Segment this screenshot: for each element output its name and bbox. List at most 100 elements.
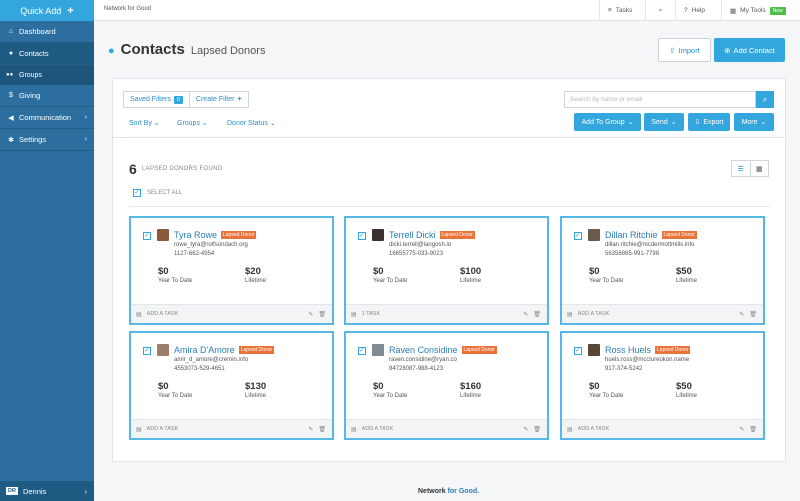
donor-name-text[interactable]: Ross Huels: [605, 345, 652, 355]
donor-name-text[interactable]: Tyra Rowe: [174, 230, 218, 240]
donor-name[interactable]: Ross Huels Lapsed Donor: [605, 345, 691, 355]
check-icon[interactable]: ✓: [358, 232, 366, 240]
edit-icon[interactable]: ✎: [739, 311, 745, 318]
check-icon[interactable]: ✓: [143, 347, 151, 355]
task-link[interactable]: 1 TASK: [361, 311, 381, 317]
quick-add-button[interactable]: Quick Add +: [0, 0, 94, 21]
list-view-icon[interactable]: ☰: [737, 165, 744, 173]
donor-phone: 4553073-529-4651: [174, 366, 225, 372]
search-icon: ⌕: [658, 6, 663, 14]
donor-name[interactable]: Raven Considine Lapsed Donor: [389, 345, 497, 355]
donor-phone: 917-374-5242: [605, 366, 643, 372]
status-badge: Lapsed Donor: [238, 346, 275, 354]
lifetime-value: $50: [676, 266, 692, 277]
edit-icon[interactable]: ✎: [523, 311, 529, 318]
task-link[interactable]: ADD A TASK: [577, 311, 610, 317]
donor-name-text[interactable]: Amira D'Amore: [174, 345, 235, 355]
my-tools-button[interactable]: ▦ My Tools New: [721, 0, 800, 21]
donor-email: dicki.terrell@langosh.io: [389, 242, 452, 248]
task-icon: ▤: [351, 311, 357, 318]
user-menu[interactable]: DR Dennis ›: [0, 481, 94, 501]
donor-card[interactable]: ✓ Amira D'Amore Lapsed Donor amir_d_amore@c…: [129, 331, 334, 440]
search-input[interactable]: [564, 91, 756, 108]
sidebar: Quick Add + ⌂ Dashboard ● Contacts ●● Gr…: [0, 0, 94, 501]
check-icon[interactable]: ✓: [574, 232, 582, 240]
ytd-label: Year To Date: [589, 278, 624, 284]
chevron-right-icon: ›: [84, 486, 88, 496]
more-button[interactable]: More ⌄: [734, 113, 774, 131]
send-button[interactable]: Send ⌄: [644, 113, 684, 131]
donor-card[interactable]: ✓ Raven Considine Lapsed Donor raven.consid…: [344, 331, 549, 440]
import-button[interactable]: ⇧ Import: [658, 38, 711, 62]
card-footer: ▤ 1 TASK ✎ 🗑: [346, 304, 547, 323]
donor-name[interactable]: Terrell Dicki Lapsed Donor: [389, 230, 475, 240]
task-link[interactable]: ADD A TASK: [146, 311, 179, 317]
plus-circle-icon: ⊕: [724, 45, 731, 55]
donor-email: amir_d_amore@cremin.info: [174, 357, 249, 363]
donor-card[interactable]: ✓ Terrell Dicki Lapsed Donor dicki.terrell@…: [344, 216, 549, 325]
donor-status-dropdown[interactable]: Donor Status ⌄: [227, 119, 276, 127]
add-contact-button[interactable]: ⊕ Add Contact: [714, 38, 785, 62]
trash-icon[interactable]: 🗑: [533, 311, 541, 318]
donor-card[interactable]: ✓ Dillan Ritchie Lapsed Donor dillan.ritchi…: [560, 216, 765, 325]
donor-name[interactable]: Tyra Rowe Lapsed Donor: [174, 230, 257, 240]
task-link[interactable]: ADD A TASK: [146, 426, 179, 432]
groups-dropdown[interactable]: Groups ⌄: [177, 119, 208, 127]
edit-icon[interactable]: ✎: [308, 426, 314, 433]
sidebar-item-label: Contacts: [19, 49, 49, 58]
donor-name[interactable]: Dillan Ritchie Lapsed Donor: [605, 230, 697, 240]
donor-email: huels.ross@mcclureokon.name: [605, 357, 690, 363]
footer-logo: Network for Good.: [418, 488, 479, 495]
sort-by-dropdown[interactable]: Sort By ⌄: [129, 119, 160, 127]
sidebar-item-groups[interactable]: ●● Groups: [0, 65, 94, 85]
check-icon[interactable]: ✓: [574, 347, 582, 355]
add-to-group-button[interactable]: Add To Group ⌄: [574, 113, 641, 131]
create-filter-button[interactable]: Create Filter +: [188, 92, 248, 107]
donor-card[interactable]: ✓ Tyra Rowe Lapsed Donor rowe_tyra@rolfsond…: [129, 216, 334, 325]
sidebar-item-settings[interactable]: ✱ Settings ›: [0, 129, 94, 151]
saved-filters-button[interactable]: Saved Filters 0: [124, 92, 189, 107]
check-icon[interactable]: ✓: [358, 347, 366, 355]
donor-name-text[interactable]: Terrell Dicki: [389, 230, 436, 240]
results-label: LAPSED DONORS FOUND: [142, 166, 223, 172]
sidebar-item-communication[interactable]: ◀ Communication ›: [0, 107, 94, 129]
avatar: [157, 229, 169, 241]
grid-view-icon[interactable]: ▦: [749, 161, 769, 176]
check-icon[interactable]: ✓: [143, 232, 151, 240]
export-label: Export: [703, 118, 724, 126]
select-all-checkbox[interactable]: ✓ SELECT ALL: [133, 189, 182, 197]
lifetime-value: $160: [460, 381, 482, 392]
edit-icon[interactable]: ✎: [739, 426, 745, 433]
page-subtitle: Lapsed Donors: [190, 45, 266, 57]
search-top-button[interactable]: ⌕: [645, 0, 675, 21]
donor-name-text[interactable]: Raven Considine: [389, 345, 458, 355]
trash-icon[interactable]: 🗑: [749, 426, 757, 433]
trash-icon[interactable]: 🗑: [318, 426, 326, 433]
lifetime-value: $20: [245, 266, 261, 277]
chevron-down-icon: ⌄: [153, 120, 160, 127]
donor-card[interactable]: ✓ Ross Huels Lapsed Donor huels.ross@mcclur…: [560, 331, 765, 440]
sidebar-item-contacts[interactable]: ● Contacts: [0, 43, 94, 65]
donor-phone: 1127-662-4954: [174, 251, 215, 257]
ytd-value: $0: [373, 381, 384, 392]
sidebar-item-giving[interactable]: $ Giving: [0, 85, 94, 107]
search-button[interactable]: ⌕: [756, 91, 774, 108]
trash-icon[interactable]: 🗑: [318, 311, 326, 318]
task-link[interactable]: ADD A TASK: [361, 426, 394, 432]
ytd-value: $0: [158, 381, 169, 392]
page-header: ● Contacts Lapsed Donors: [108, 41, 265, 58]
help-button[interactable]: ? Help: [675, 0, 721, 21]
trash-icon[interactable]: 🗑: [749, 311, 757, 318]
donor-name[interactable]: Amira D'Amore Lapsed Donor: [174, 345, 275, 355]
sidebar-item-dashboard[interactable]: ⌂ Dashboard: [0, 21, 94, 43]
trash-icon[interactable]: 🗑: [533, 426, 541, 433]
search-icon: ⌕: [762, 94, 768, 104]
person-icon: ●: [8, 50, 14, 57]
avatar: [157, 344, 169, 356]
export-button[interactable]: ⇩ Export: [688, 113, 730, 131]
edit-icon[interactable]: ✎: [308, 311, 314, 318]
donor-name-text[interactable]: Dillan Ritchie: [605, 230, 658, 240]
edit-icon[interactable]: ✎: [523, 426, 529, 433]
task-link[interactable]: ADD A TASK: [577, 426, 610, 432]
tasks-button[interactable]: ≡ Tasks: [599, 0, 645, 21]
